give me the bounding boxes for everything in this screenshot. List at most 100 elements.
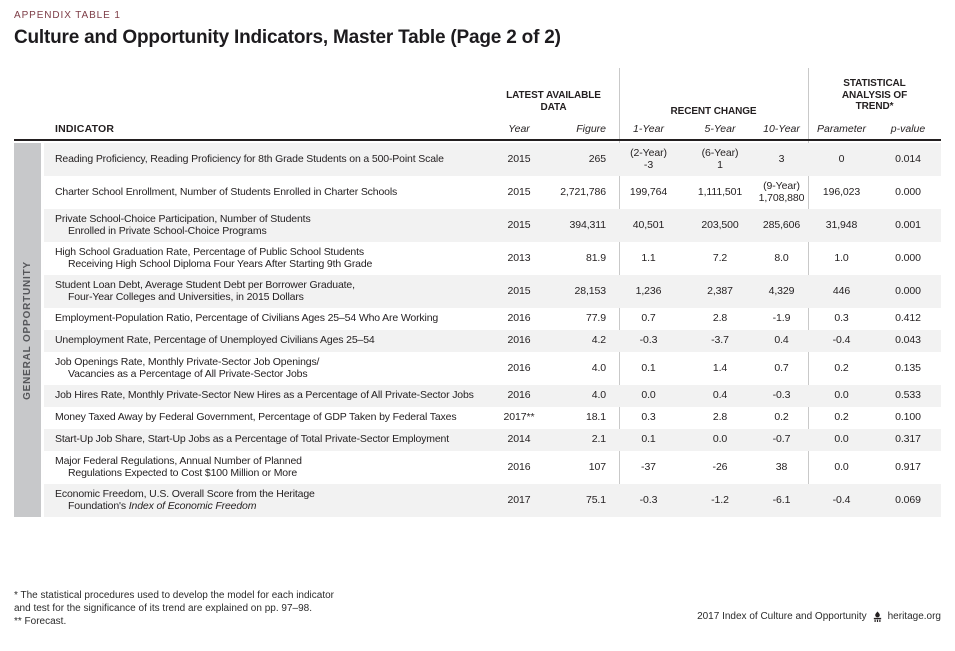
cell-figure: 2.1 xyxy=(591,433,606,446)
cell-10year: 38 xyxy=(775,460,788,473)
cell-figure: 4.0 xyxy=(591,389,606,402)
cell-indicator: Employment-Population Ratio, Percentage … xyxy=(55,312,439,325)
cell-figure: 2,721,786 xyxy=(560,185,606,198)
cell-indicator: Reading Proficiency, Reading Proficiency… xyxy=(55,152,444,165)
cell-year: 2016 xyxy=(507,361,531,374)
cell-parameter: 0.0 xyxy=(834,433,849,446)
cell-parameter: 0.3 xyxy=(834,312,849,325)
column-header-indicator: INDICATOR xyxy=(55,122,115,135)
table-row: Economic Freedom, U.S. Overall Score fro… xyxy=(44,484,941,517)
table-rows: Reading Proficiency, Reading Proficiency… xyxy=(44,143,941,517)
cell-1year: 40,501 xyxy=(632,218,665,231)
cell-year: 2016 xyxy=(507,389,531,402)
cell-year: 2015 xyxy=(507,185,531,198)
table-header-row: INDICATOR Year Figure 1-Year 5-Year 10-Y… xyxy=(44,118,941,139)
cell-1year: -0.3 xyxy=(639,493,658,506)
footnote-statistical-cont: and test for the significance of its tre… xyxy=(14,603,312,614)
cell-10year: 8.0 xyxy=(774,251,789,264)
cell-1year: (2-Year) -3 xyxy=(630,147,667,171)
cell-year: 2016 xyxy=(507,312,531,325)
column-header-5year: 5-Year xyxy=(704,122,736,135)
cell-year: 2013 xyxy=(507,251,531,264)
column-header-year: Year xyxy=(508,122,530,135)
cell-parameter: 1.0 xyxy=(834,251,849,264)
cell-figure: 4.2 xyxy=(591,334,606,347)
cell-pvalue: 0.135 xyxy=(895,361,921,374)
cell-indicator: Start-Up Job Share, Start-Up Jobs as a P… xyxy=(55,433,449,446)
cell-5year: 2.8 xyxy=(712,312,728,325)
table-row: Charter School Enrollment, Number of Stu… xyxy=(44,176,941,209)
cell-1year: 199,764 xyxy=(629,185,668,198)
cell-1year: -0.3 xyxy=(639,334,658,347)
cell-10year: -6.1 xyxy=(772,493,791,506)
appendix-table-label: APPENDIX TABLE 1 xyxy=(14,10,121,21)
cell-parameter: 196,023 xyxy=(822,185,861,198)
cell-pvalue: 0.043 xyxy=(895,334,921,347)
table-row: Major Federal Regulations, Annual Number… xyxy=(44,451,941,484)
cell-parameter: -0.4 xyxy=(832,334,851,347)
cell-pvalue: 0.000 xyxy=(895,185,921,198)
cell-5year: -26 xyxy=(712,460,728,473)
cell-indicator: Job Openings Rate, Monthly Private-Secto… xyxy=(55,356,320,380)
cell-figure: 4.0 xyxy=(591,361,606,374)
cell-5year: 1.4 xyxy=(712,361,728,374)
footer-source-text: 2017 Index of Culture and Opportunity xyxy=(697,611,867,622)
cell-pvalue: 0.412 xyxy=(895,312,921,325)
cell-indicator: Charter School Enrollment, Number of Stu… xyxy=(55,185,398,198)
table-row: Student Loan Debt, Average Student Debt … xyxy=(44,275,941,308)
cell-5year: 2,387 xyxy=(707,284,733,297)
cell-5year: 0.0 xyxy=(712,433,728,446)
cell-year: 2017** xyxy=(503,411,535,424)
cell-parameter: 0 xyxy=(838,152,845,165)
cell-pvalue: 0.917 xyxy=(895,460,921,473)
cell-figure: 18.1 xyxy=(585,411,606,424)
cell-1year: 0.0 xyxy=(641,389,656,402)
cell-indicator: Private School-Choice Participation, Num… xyxy=(55,213,311,237)
cell-year: 2015 xyxy=(507,284,531,297)
section-bar-general-opportunity: GENERAL OPPORTUNITY xyxy=(14,143,41,517)
cell-pvalue: 0.317 xyxy=(895,433,921,446)
cell-pvalue: 0.533 xyxy=(895,389,921,402)
column-header-10year: 10-Year xyxy=(763,122,800,135)
table-row: Unemployment Rate, Percentage of Unemplo… xyxy=(44,330,941,352)
cell-1year: -37 xyxy=(641,460,656,473)
cell-figure: 394,311 xyxy=(569,218,607,231)
table-row: Start-Up Job Share, Start-Up Jobs as a P… xyxy=(44,429,941,451)
page-footer: 2017 Index of Culture and Opportunity he… xyxy=(697,611,941,622)
table-row: Money Taxed Away by Federal Government, … xyxy=(44,407,941,429)
cell-figure: 107 xyxy=(588,460,606,473)
cell-10year: 4,329 xyxy=(768,284,795,297)
footnotes: * The statistical procedures used to dev… xyxy=(14,589,334,628)
cell-pvalue: 0.001 xyxy=(895,218,921,231)
section-label: GENERAL OPPORTUNITY xyxy=(22,260,33,400)
cell-figure: 28,153 xyxy=(574,284,606,297)
cell-parameter: 0.0 xyxy=(834,460,849,473)
cell-1year: 1.1 xyxy=(641,251,656,264)
cell-10year: 285,606 xyxy=(762,218,801,231)
cell-indicator: Student Loan Debt, Average Student Debt … xyxy=(55,279,355,303)
cell-5year: 2.8 xyxy=(712,411,728,424)
cell-10year: 0.2 xyxy=(774,411,789,424)
cell-indicator: Job Hires Rate, Monthly Private-Sector N… xyxy=(55,389,474,402)
cell-5year: 0.4 xyxy=(712,389,728,402)
cell-5year: (6-Year) 1 xyxy=(701,147,739,171)
cell-pvalue: 0.069 xyxy=(895,493,921,506)
cell-year: 2016 xyxy=(507,334,531,347)
cell-indicator: Unemployment Rate, Percentage of Unemplo… xyxy=(55,334,375,347)
cell-indicator: Money Taxed Away by Federal Government, … xyxy=(55,411,457,424)
cell-pvalue: 0.100 xyxy=(895,411,921,424)
cell-parameter: 446 xyxy=(832,284,851,297)
cell-indicator: Economic Freedom, U.S. Overall Score fro… xyxy=(55,488,315,512)
cell-parameter: 0.2 xyxy=(834,411,849,424)
heritage-logo-icon xyxy=(873,611,881,622)
cell-5year: -3.7 xyxy=(711,334,729,347)
column-header-1year: 1-Year xyxy=(633,122,664,135)
cell-10year: 0.7 xyxy=(774,361,789,374)
cell-figure: 77.9 xyxy=(585,312,606,325)
column-group-statistical-analysis: STATISTICAL ANALYSIS OF TREND* xyxy=(841,78,908,112)
cell-parameter: 0.0 xyxy=(834,389,849,402)
table-row: Private School-Choice Participation, Num… xyxy=(44,209,941,242)
cell-5year: 7.2 xyxy=(712,251,728,264)
column-header-parameter: Parameter xyxy=(816,122,867,135)
